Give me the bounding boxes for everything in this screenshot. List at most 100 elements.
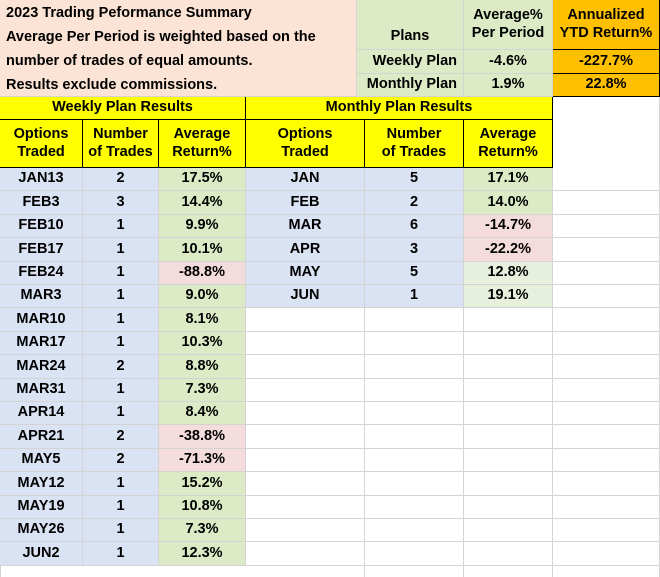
weekly-return-cell[interactable]: -38.8% [159,425,246,449]
weekly-trades-cell[interactable]: 2 [83,425,159,449]
weekly-option-cell[interactable]: MAY12 [0,472,83,496]
weekly-trades-cell[interactable]: 1 [83,519,159,542]
monthly-return-cell[interactable]: -22.2% [464,238,553,262]
weekly-option-cell[interactable]: MAY5 [0,449,83,472]
grid-row-line [553,495,660,496]
weekly-return-cell[interactable]: -88.8% [159,262,246,285]
weekly-trades-cell[interactable]: 1 [83,402,159,425]
weekly-option-cell[interactable]: JUN2 [0,542,83,566]
monthly-option-cell[interactable]: FEB [246,191,365,215]
weekly-option-cell[interactable]: MAR17 [0,332,83,355]
weekly-return-cell[interactable]: 8.4% [159,402,246,425]
grid-row-line [246,495,660,496]
weekly-option-cell[interactable]: MAR10 [0,308,83,332]
weekly-return-cell[interactable]: 10.8% [159,496,246,519]
monthly-return-cell[interactable]: 19.1% [464,285,553,308]
weekly-option-cell[interactable]: FEB24 [0,262,83,285]
monthly-results-title[interactable]: Monthly Plan Results [246,97,553,120]
monthly-option-cell[interactable]: JAN [246,168,365,191]
weekly-option-cell[interactable]: APR21 [0,425,83,449]
weekly-return-cell[interactable]: 7.3% [159,379,246,402]
grid-row-line [553,424,660,425]
weekly-trades-cell[interactable]: 1 [83,542,159,566]
monthly-option-cell[interactable]: APR [246,238,365,262]
monthly-trades-cell[interactable]: 5 [365,262,464,285]
monthly-return-cell[interactable]: -14.7% [464,215,553,238]
weekly-return-cell[interactable]: -71.3% [159,449,246,472]
monthly-options-header[interactable]: Options Traded [246,120,365,168]
plans-header[interactable]: Plans [357,0,464,50]
weekly-plan-avg[interactable]: -4.6% [464,50,553,74]
weekly-trades-header[interactable]: Number of Trades [83,120,159,168]
weekly-return-cell[interactable]: 15.2% [159,472,246,496]
grid-row-line [553,401,660,402]
monthly-return-header[interactable]: Average Return% [464,120,553,168]
grid-column-line [364,308,365,577]
weekly-trades-cell[interactable]: 1 [83,215,159,238]
monthly-option-cell[interactable]: MAR [246,215,365,238]
grid-row-line [553,541,660,542]
weekly-trades-cell[interactable]: 1 [83,379,159,402]
weekly-return-cell[interactable]: 8.1% [159,308,246,332]
monthly-option-cell[interactable]: MAY [246,262,365,285]
weekly-option-cell[interactable]: JAN13 [0,168,83,191]
weekly-return-cell[interactable]: 9.0% [159,285,246,308]
weekly-option-cell[interactable]: MAY19 [0,496,83,519]
grid-column-line [463,308,464,577]
annualized-ytd-header[interactable]: Annualized YTD Return% [553,0,660,50]
grid-row-line [553,237,660,238]
monthly-trades-cell[interactable]: 5 [365,168,464,191]
weekly-option-cell[interactable]: MAY26 [0,519,83,542]
monthly-option-cell[interactable]: JUN [246,285,365,308]
monthly-trades-cell[interactable]: 1 [365,285,464,308]
summary-box[interactable]: 2023 Trading Peformance Summary Average … [0,0,357,97]
grid-row-line [553,331,660,332]
weekly-return-cell[interactable]: 17.5% [159,168,246,191]
weekly-plan-label[interactable]: Weekly Plan [357,50,464,74]
grid-row-line [246,565,660,566]
monthly-trades-cell[interactable]: 6 [365,215,464,238]
weekly-return-header[interactable]: Average Return% [159,120,246,168]
weekly-option-cell[interactable]: FEB3 [0,191,83,215]
monthly-plan-label[interactable]: Monthly Plan [357,74,464,97]
monthly-trades-cell[interactable]: 2 [365,191,464,215]
avg-per-period-header[interactable]: Average% Per Period [464,0,553,50]
monthly-return-cell[interactable]: 12.8% [464,262,553,285]
weekly-trades-cell[interactable]: 3 [83,191,159,215]
weekly-option-cell[interactable]: FEB17 [0,238,83,262]
weekly-trades-cell[interactable]: 2 [83,168,159,191]
weekly-trades-cell[interactable]: 1 [83,332,159,355]
weekly-trades-cell[interactable]: 2 [83,355,159,379]
monthly-plan-avg[interactable]: 1.9% [464,74,553,97]
grid-row-line [246,401,660,402]
summary-line-weighted: Average Per Period is weighted based on … [6,29,316,45]
monthly-return-cell[interactable]: 14.0% [464,191,553,215]
weekly-trades-cell[interactable]: 1 [83,308,159,332]
weekly-options-header[interactable]: Options Traded [0,120,83,168]
weekly-trades-cell[interactable]: 1 [83,262,159,285]
weekly-trades-cell[interactable]: 1 [83,496,159,519]
weekly-trades-cell[interactable]: 1 [83,285,159,308]
weekly-trades-cell[interactable]: 2 [83,449,159,472]
weekly-return-cell[interactable]: 14.4% [159,191,246,215]
weekly-option-cell[interactable]: FEB10 [0,215,83,238]
weekly-option-cell[interactable]: MAR24 [0,355,83,379]
weekly-option-cell[interactable]: APR14 [0,402,83,425]
weekly-return-cell[interactable]: 9.9% [159,215,246,238]
grid-column-line [552,308,553,577]
weekly-results-title[interactable]: Weekly Plan Results [0,97,246,120]
weekly-return-cell[interactable]: 12.3% [159,542,246,566]
weekly-trades-cell[interactable]: 1 [83,238,159,262]
monthly-trades-cell[interactable]: 3 [365,238,464,262]
monthly-plan-ytd[interactable]: 22.8% [553,74,660,97]
weekly-return-cell[interactable]: 10.3% [159,332,246,355]
monthly-return-cell[interactable]: 17.1% [464,168,553,191]
weekly-trades-cell[interactable]: 1 [83,472,159,496]
weekly-return-cell[interactable]: 7.3% [159,519,246,542]
weekly-return-cell[interactable]: 8.8% [159,355,246,379]
weekly-option-cell[interactable]: MAR3 [0,285,83,308]
monthly-trades-header[interactable]: Number of Trades [365,120,464,168]
weekly-option-cell[interactable]: MAR31 [0,379,83,402]
weekly-plan-ytd[interactable]: -227.7% [553,50,660,74]
weekly-return-cell[interactable]: 10.1% [159,238,246,262]
